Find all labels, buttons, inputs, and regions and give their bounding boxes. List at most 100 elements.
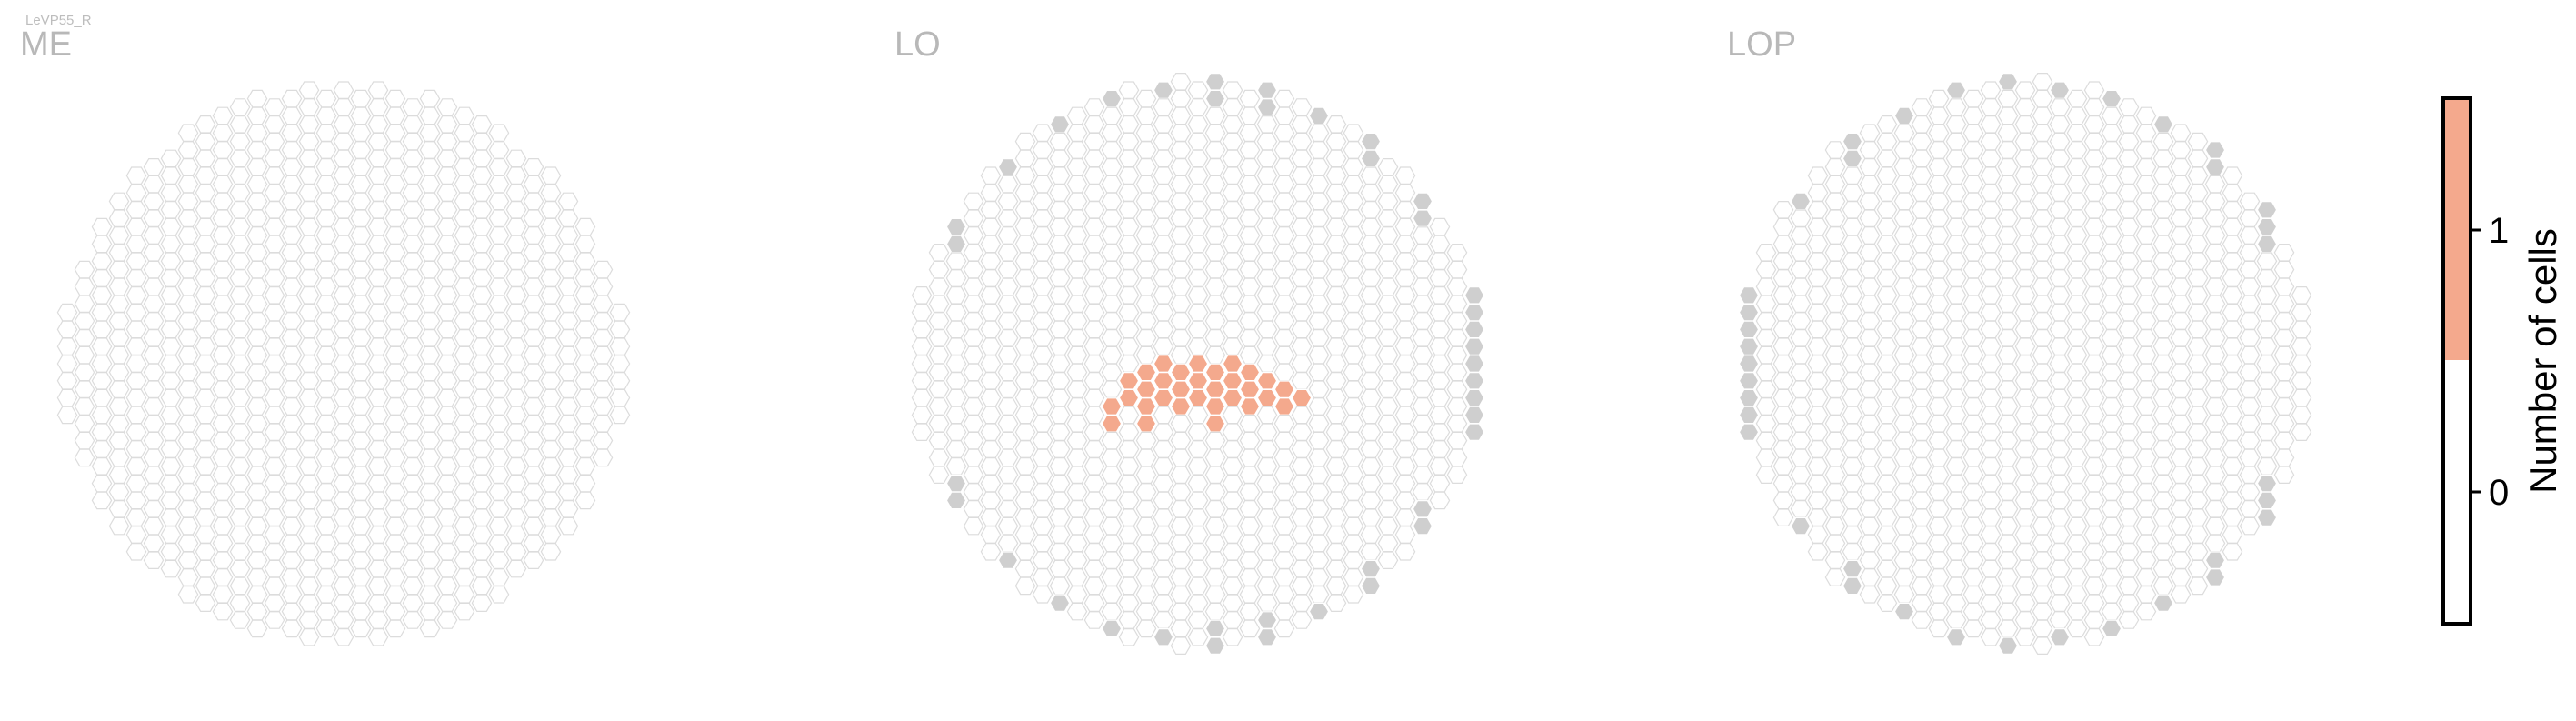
hex-cell-empty (195, 594, 216, 613)
hex-cell-empty (1962, 397, 1984, 416)
hex-cell-empty (1842, 457, 1863, 476)
hex-cell-empty (2014, 286, 2036, 305)
hex-cell-empty (367, 355, 389, 373)
hex-cell-empty (1446, 397, 1468, 416)
hex-cell-empty (1273, 106, 1295, 125)
hex-cell-empty (1980, 355, 2002, 373)
hex-cell-empty (1135, 226, 1157, 245)
hex-cell-empty (2135, 192, 2157, 211)
hex-cell-empty (1066, 209, 1088, 227)
hex-cell-empty (350, 431, 372, 450)
hex-cell-empty (1135, 192, 1157, 211)
hex-cell-empty (143, 260, 165, 279)
hex-cell-empty (91, 355, 113, 373)
hex-cell-empty (1446, 345, 1468, 365)
hex-cell-empty (1997, 619, 2019, 638)
hex-cell-empty (298, 217, 320, 236)
hex-cell-empty (1170, 124, 1192, 142)
hex-cell-empty (471, 166, 493, 185)
hex-cell-empty (2049, 166, 2071, 185)
hex-cell-empty (1204, 158, 1226, 176)
hex-cell-empty (1101, 277, 1123, 296)
hex-cell-empty (2066, 483, 2088, 501)
hex-cell-empty (1772, 474, 1794, 493)
hex-cell-empty (2291, 406, 2312, 425)
hex-cell-empty (195, 355, 216, 373)
hex-cell-empty (592, 260, 614, 279)
hex-cell-empty (1187, 542, 1209, 561)
hex-cell-empty (1049, 372, 1071, 390)
hex-cell-edge (1945, 81, 1967, 100)
hex-cell-empty (91, 320, 113, 339)
hex-cell-empty (1911, 166, 1932, 185)
hex-cell-empty (1032, 329, 1053, 347)
hex-cell-empty (540, 474, 562, 493)
hex-cell-empty (2135, 141, 2157, 159)
hex-cell-empty (2049, 201, 2071, 219)
hex-cell-empty (281, 124, 303, 142)
hex-cell-empty (505, 440, 527, 458)
hex-cell-empty (1222, 184, 1243, 202)
hex-cell-empty (1153, 491, 1174, 510)
hex-cell-empty (2239, 466, 2261, 485)
hex-cell-empty (2066, 329, 2088, 347)
hex-cell-empty (1083, 576, 1105, 596)
hex-cell-empty (928, 295, 950, 313)
hex-cell-empty (108, 499, 130, 518)
hex-cell-empty (1170, 585, 1192, 604)
hex-cell-empty (1980, 406, 2002, 425)
hex-cell-empty (212, 175, 234, 194)
hex-cell-empty (1135, 585, 1157, 604)
hex-cell-empty (1222, 508, 1243, 527)
hex-cell-empty (540, 542, 562, 561)
hex-cell-empty (298, 235, 320, 254)
hex-cell-empty (2135, 260, 2157, 279)
hex-cell-empty (1204, 516, 1226, 536)
hex-cell-empty (1153, 303, 1174, 322)
hex-cell-empty (488, 329, 510, 347)
hex-cell-edge (1842, 149, 1863, 168)
hex-cell-empty (1291, 576, 1313, 596)
hex-cell-edge (1945, 627, 1967, 646)
hex-cell-empty (1187, 337, 1209, 355)
hex-cell-empty (1446, 363, 1468, 382)
hex-cell-empty (2101, 534, 2122, 553)
hex-cell-empty (143, 516, 165, 536)
hex-cell-empty (2014, 252, 2036, 270)
hex-cell-empty (2256, 406, 2278, 425)
hex-cell-edge (1738, 320, 1760, 339)
hex-grid-lop (1738, 72, 2312, 656)
hex-cell-empty (1859, 226, 1881, 245)
hex-cell-empty (367, 98, 389, 116)
hex-cell-empty (1859, 534, 1881, 553)
hex-cell-empty (1204, 534, 1226, 553)
hex-cell-empty (2049, 508, 2071, 527)
hex-cell-empty (2032, 329, 2053, 347)
hex-cell-empty (2204, 260, 2226, 279)
hex-cell-empty (160, 526, 182, 544)
hex-cell-empty (1032, 312, 1053, 330)
hex-cell-empty (2049, 149, 2071, 168)
hex-cell-empty (2239, 483, 2261, 501)
hex-cell-empty (2049, 115, 2071, 134)
hex-cell-empty (1291, 320, 1313, 339)
hex-cell-empty (1187, 559, 1209, 578)
hex-cell-empty (1945, 98, 1967, 116)
hex-cell-empty (1911, 508, 1932, 527)
hex-cell-empty (1032, 483, 1053, 501)
hex-cell-empty (928, 448, 950, 467)
hex-cell-empty (350, 551, 372, 570)
hex-cell-empty (592, 380, 614, 398)
hex-cell-empty (488, 226, 510, 245)
hex-cell-empty (1135, 466, 1157, 485)
hex-cell-empty (246, 106, 268, 125)
colorbar: 0 1 Number of cells (2441, 96, 2564, 626)
hex-cell-empty (229, 269, 251, 287)
hex-cell-empty (1066, 277, 1088, 296)
hex-cell-empty (315, 209, 337, 227)
hex-cell-empty (1807, 508, 1829, 527)
hex-cell-empty (1360, 235, 1382, 254)
hex-cell-empty (1377, 380, 1399, 398)
hex-cell-empty (2152, 406, 2174, 425)
hex-cell-empty (143, 466, 165, 485)
